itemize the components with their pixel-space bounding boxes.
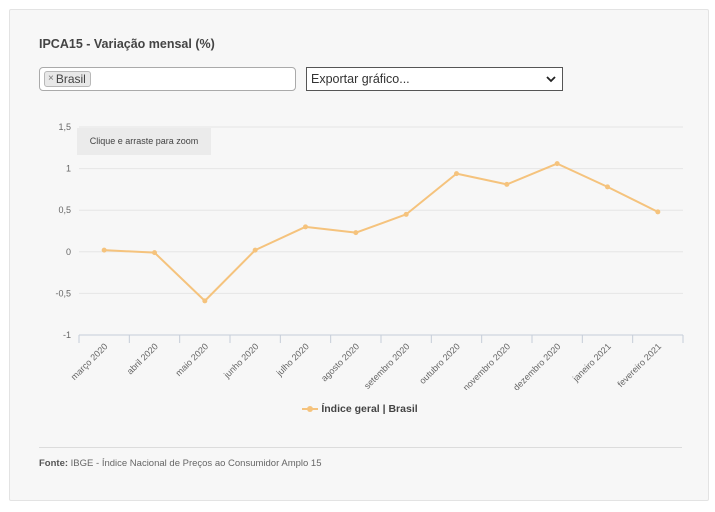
- x-tick-label: março 2020: [69, 341, 110, 382]
- chevron-down-icon: [546, 76, 556, 83]
- x-tick-label: junho 2020: [221, 341, 260, 380]
- data-point[interactable]: [152, 250, 157, 256]
- y-tick-label: -1: [63, 330, 71, 340]
- filter-tag-label: Brasil: [55, 72, 86, 86]
- y-tick-label: 1,5: [58, 122, 71, 132]
- data-point[interactable]: [353, 230, 359, 236]
- filter-tag-brasil[interactable]: × Brasil: [44, 71, 91, 87]
- chart-title: IPCA15 - Variação mensal (%): [39, 37, 215, 51]
- source-note: Fonte: IBGE - Índice Nacional de Preços …: [39, 458, 322, 469]
- chart-panel: IPCA15 - Variação mensal (%) × Brasil Ex…: [9, 9, 709, 501]
- data-point[interactable]: [504, 181, 510, 187]
- y-tick-label: 1: [66, 164, 71, 174]
- zoom-hint: Clique e arraste para zoom: [77, 128, 211, 155]
- data-point[interactable]: [403, 211, 409, 217]
- y-tick-label: 0: [66, 247, 71, 257]
- x-tick-label: maio 2020: [173, 341, 210, 378]
- x-tick-label: outubro 2020: [417, 341, 462, 386]
- source-text: IBGE - Índice Nacional de Preços ao Cons…: [70, 458, 322, 469]
- data-point[interactable]: [605, 184, 610, 190]
- data-point[interactable]: [202, 298, 208, 304]
- x-tick-label: setembro 2020: [362, 341, 412, 390]
- legend-line-marker-icon: [302, 405, 319, 413]
- x-tick-label: dezembro 2020: [511, 341, 562, 390]
- export-select-label: Exportar gráfico...: [311, 72, 410, 86]
- data-point[interactable]: [252, 247, 258, 253]
- legend-label: Índice geral | Brasil: [321, 403, 418, 415]
- data-point[interactable]: [101, 247, 107, 253]
- data-point[interactable]: [554, 161, 560, 167]
- y-tick-label: -0,5: [55, 288, 71, 298]
- divider: [39, 447, 682, 448]
- data-point[interactable]: [655, 209, 661, 215]
- region-filter-input[interactable]: × Brasil: [39, 67, 296, 91]
- chart-legend[interactable]: Índice geral | Brasil: [10, 403, 710, 415]
- data-point[interactable]: [303, 224, 308, 230]
- x-tick-label: agosto 2020: [319, 341, 361, 383]
- source-label: Fonte:: [39, 458, 69, 469]
- x-tick-label: janeiro 2021: [570, 341, 613, 384]
- y-tick-label: 0,5: [58, 205, 71, 215]
- x-tick-label: abril 2020: [125, 341, 160, 376]
- x-tick-label: julho 2020: [274, 341, 311, 378]
- x-tick-label: novembro 2020: [461, 341, 512, 390]
- x-tick-label: fevereiro 2021: [615, 341, 663, 389]
- series-line: [104, 162, 659, 302]
- remove-tag-icon[interactable]: ×: [48, 73, 54, 84]
- export-chart-select[interactable]: Exportar gráfico...: [306, 67, 563, 91]
- data-point[interactable]: [454, 171, 459, 177]
